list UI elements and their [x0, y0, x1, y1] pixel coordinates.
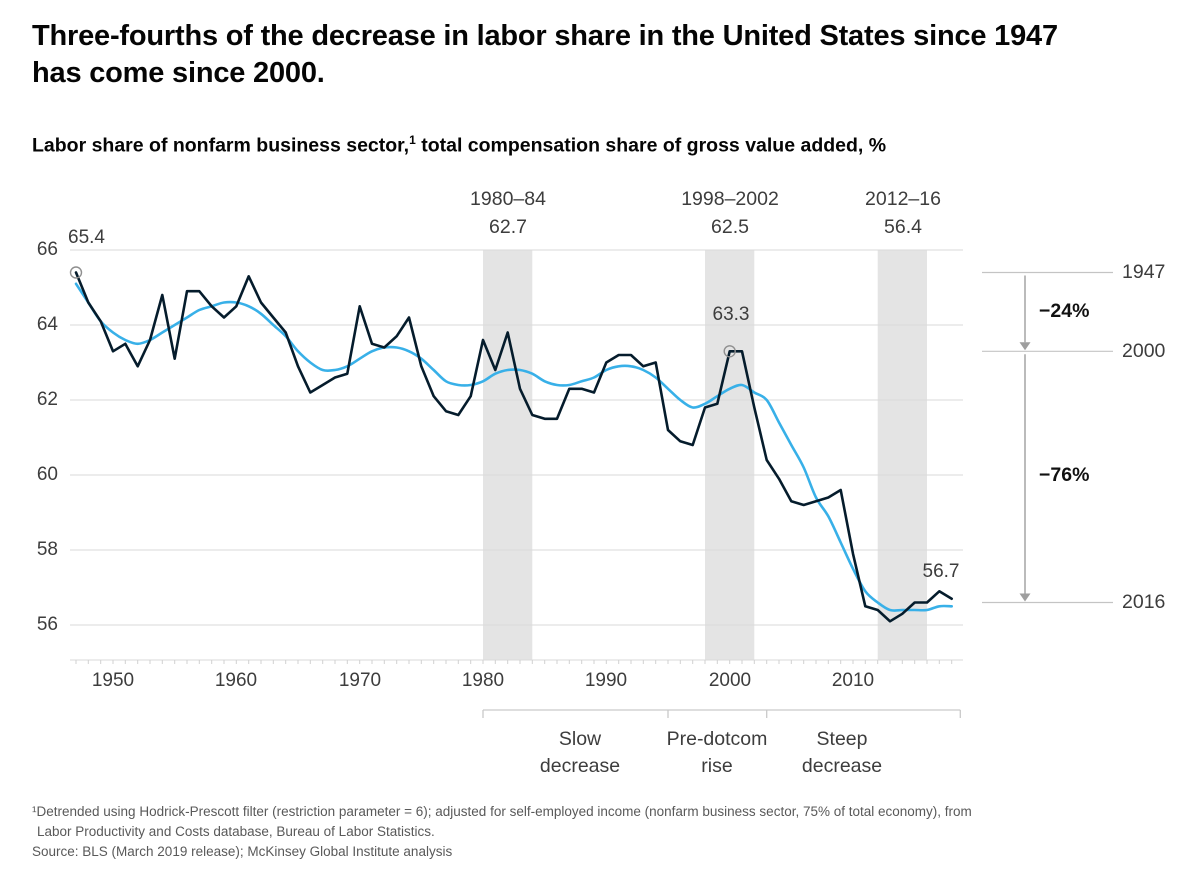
band-annotation-1998-2002: 1998–2002 62.5 — [655, 185, 805, 241]
y-axis-label: 56 — [36, 614, 58, 635]
y-axis-label: 62 — [36, 389, 58, 410]
footnote-line: ¹Detrended using Hodrick-Prescott filter… — [32, 804, 972, 819]
band-period-label: 1998–2002 — [681, 188, 779, 210]
x-axis-label: 1980 — [461, 670, 505, 691]
right-year-label-2000: 2000 — [1122, 340, 1166, 362]
source-line: Source: BLS (March 2019 release); McKins… — [32, 844, 453, 859]
footnote-marker: 1 — [409, 133, 416, 147]
x-axis-label: 1960 — [214, 670, 258, 691]
band-average-value: 56.4 — [884, 216, 922, 238]
phase-label-steep-decrease: Steep decrease — [801, 728, 883, 777]
right-year-label-2016: 2016 — [1122, 591, 1166, 613]
band-annotation-2012-16: 2012–16 56.4 — [828, 185, 978, 241]
title-line-2: has come since 2000. — [32, 57, 325, 89]
band-average-value: 62.5 — [711, 216, 749, 238]
band-period-label: 1980–84 — [470, 188, 546, 210]
x-axis-label: 1990 — [584, 670, 628, 691]
subtitle-text: Labor share of nonfarm business sector, — [32, 134, 410, 157]
title-line-1: Three-fourths of the decrease in labor s… — [32, 20, 1058, 52]
y-axis-label: 64 — [36, 314, 58, 335]
footnotes: ¹Detrended using Hodrick-Prescott filter… — [32, 802, 1182, 862]
subtitle-text-suffix: total compensation share of gross value … — [415, 134, 887, 157]
band-period-label: 2012–16 — [865, 188, 941, 210]
y-axis-label: 58 — [36, 539, 58, 560]
percent-change-2000-2016: −76% — [1039, 464, 1090, 486]
right-year-label-1947: 1947 — [1122, 261, 1166, 283]
page-title: Three-fourths of the decrease in labor s… — [32, 18, 1182, 92]
point-label-2000: 63.3 — [712, 304, 750, 325]
point-label-1947: 65.4 — [68, 227, 105, 248]
chart-subtitle: Labor share of nonfarm business sector,1… — [32, 133, 1182, 158]
percent-change-1947-2000: −24% — [1039, 300, 1090, 322]
x-axis-label: 2010 — [831, 670, 875, 691]
x-axis-label: 1970 — [338, 670, 382, 691]
phase-label-slow-decrease: Slow decrease — [539, 728, 621, 777]
x-axis-label: 2000 — [708, 670, 752, 691]
footnote-line: Labor Productivity and Costs database, B… — [37, 824, 435, 839]
phase-label-pre-dotcom-rise: Pre-dotcom rise — [666, 728, 768, 777]
x-axis-label: 1950 — [91, 670, 135, 691]
band-average-value: 62.7 — [489, 216, 527, 238]
band-annotation-1980-84: 1980–84 62.7 — [433, 185, 583, 241]
point-label-end: 56.7 — [922, 561, 960, 582]
y-axis-label: 66 — [36, 239, 58, 260]
y-axis-label: 60 — [36, 464, 58, 485]
